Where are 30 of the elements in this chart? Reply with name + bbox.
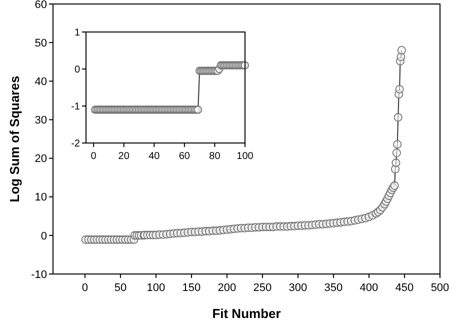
x-axis-title: Fit Number xyxy=(212,306,281,321)
y-tick-label: -2 xyxy=(71,138,80,150)
x-tick-label: 0 xyxy=(82,282,88,294)
y-tick-label: 0 xyxy=(74,64,80,76)
y-axis-title: Log Sum of Squares xyxy=(7,76,22,202)
x-tick-label: 150 xyxy=(182,282,201,294)
y-tick-label: 60 xyxy=(34,0,47,11)
x-tick-label: 20 xyxy=(118,151,130,162)
y-tick-label: -1 xyxy=(71,102,80,112)
x-tick-label: 300 xyxy=(288,282,308,294)
x-tick-label: 100 xyxy=(236,151,254,162)
x-tick-label: 100 xyxy=(146,282,166,294)
y-tick-label: 1 xyxy=(74,28,80,38)
x-tick-label: 0 xyxy=(90,151,97,162)
x-tick-label: 40 xyxy=(148,151,160,162)
x-tick-label: 450 xyxy=(395,282,414,294)
y-tick-label: 10 xyxy=(34,192,47,204)
x-tick-label: 500 xyxy=(430,282,450,294)
x-tick-label: 350 xyxy=(324,282,343,294)
x-tick-label: 200 xyxy=(218,282,236,294)
y-tick-label: -10 xyxy=(31,268,47,281)
y-tick-label: 30 xyxy=(34,114,47,127)
y-tick-label: 50 xyxy=(34,37,47,50)
x-tick-label: 50 xyxy=(114,282,127,294)
x-tick-label: 250 xyxy=(253,282,272,294)
x-tick-label: 60 xyxy=(178,151,190,162)
y-tick-label: 40 xyxy=(34,76,47,88)
x-tick-label: 80 xyxy=(209,151,221,162)
x-tick-label: 400 xyxy=(360,282,378,294)
y-tick-label: 0 xyxy=(40,230,47,242)
